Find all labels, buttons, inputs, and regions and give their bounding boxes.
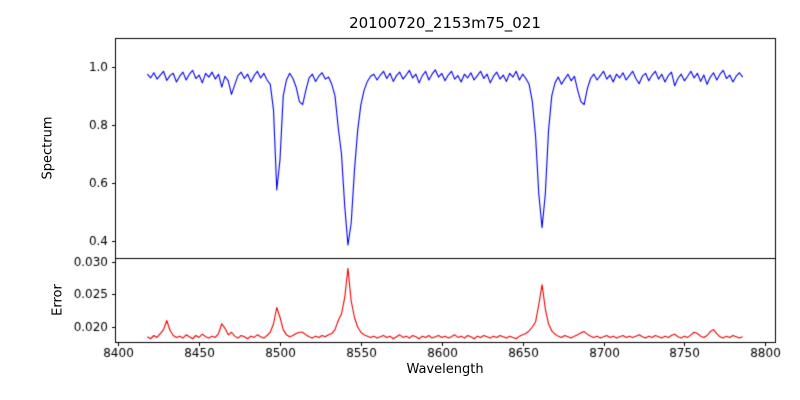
x-axis-label: Wavelength [406, 362, 484, 377]
chart-title: 20100720_2153m75_021 [349, 14, 541, 32]
y-axis-label-error: Error [50, 284, 66, 316]
y-axis-label-spectrum: Spectrum [40, 116, 56, 180]
